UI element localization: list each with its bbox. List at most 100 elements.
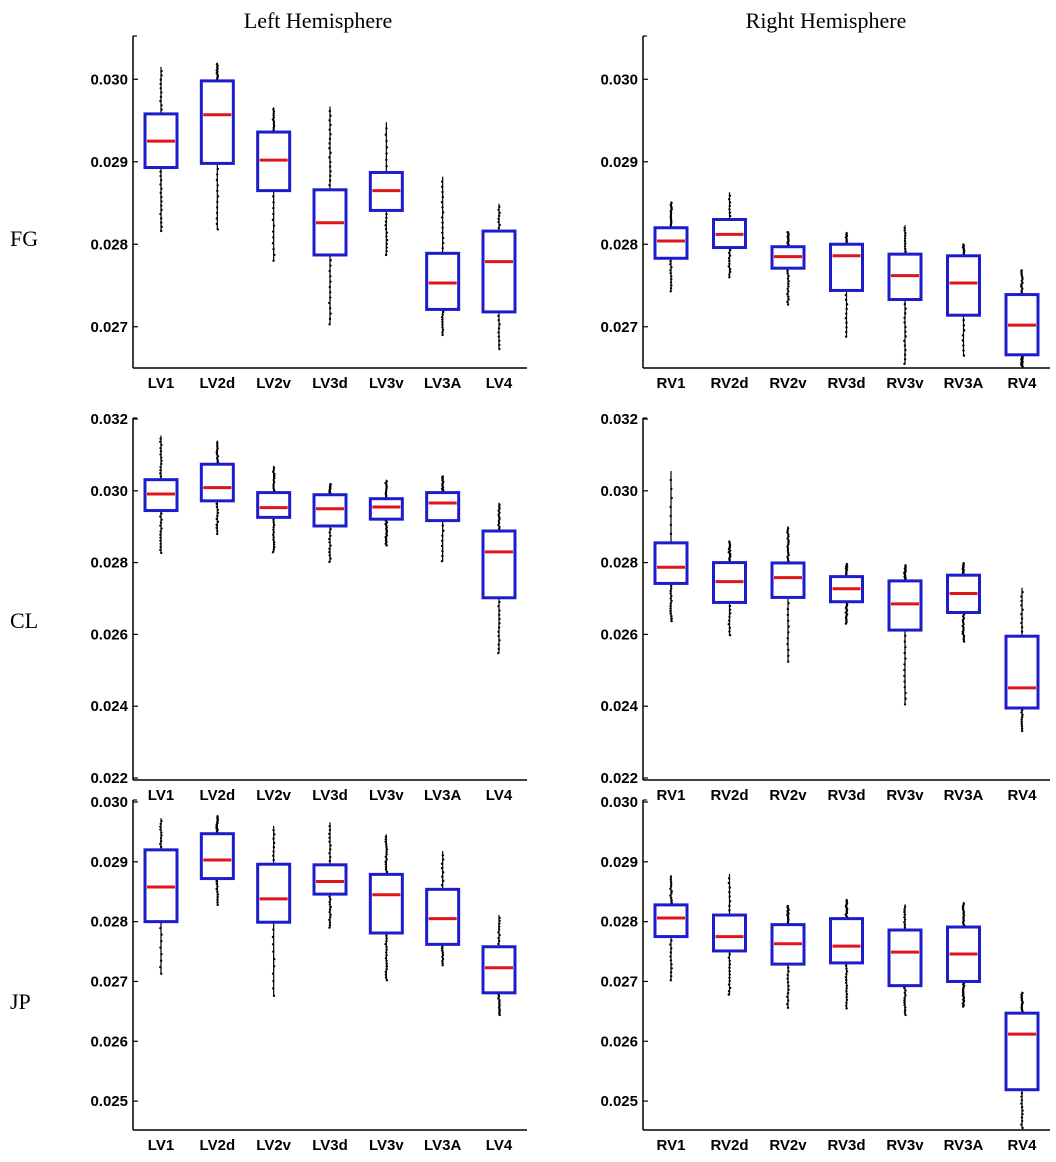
category-label: LV3v xyxy=(369,1137,404,1154)
box-lv3v xyxy=(368,479,404,547)
category-label: LV3v xyxy=(369,787,404,804)
iqr-box xyxy=(829,917,864,965)
y-tick-label: 0.026 xyxy=(90,1033,128,1050)
box-rv3d xyxy=(829,562,864,625)
category-label: LV4 xyxy=(486,375,513,392)
box-lv1 xyxy=(143,818,179,975)
panels-group: 0.027 0.028 0.029 0.030 LV1 LV2d LV2v LV3d LV3v L… xyxy=(90,35,1050,1154)
box-lv3d xyxy=(312,482,348,564)
box-rv3a xyxy=(946,901,981,1008)
y-tick-label: 0.027 xyxy=(600,319,638,336)
category-label: RV3v xyxy=(886,375,924,392)
y-tick-label: 0.026 xyxy=(600,1033,638,1050)
box-rv3v xyxy=(887,904,923,1017)
y-tick-label: 0.030 xyxy=(600,483,638,500)
category-label: LV3v xyxy=(369,375,404,392)
category-label: LV2v xyxy=(256,375,291,392)
category-label: LV3A xyxy=(424,787,461,804)
column-title-left: Left Hemisphere xyxy=(244,8,392,33)
y-tick-label: 0.027 xyxy=(600,973,638,990)
category-label: LV2d xyxy=(200,375,236,392)
box-rv4 xyxy=(1004,991,1040,1130)
category-label: RV3d xyxy=(827,1137,865,1154)
row-label-jp: JP xyxy=(10,989,31,1014)
box-rv2v xyxy=(770,904,806,1009)
category-label: RV2d xyxy=(710,375,748,392)
box-lv2v xyxy=(256,107,292,262)
y-tick-label: 0.027 xyxy=(90,319,128,336)
iqr-box xyxy=(199,79,235,165)
y-tick-label: 0.030 xyxy=(600,794,638,811)
box-lv3a xyxy=(425,176,461,337)
iqr-box xyxy=(256,862,292,924)
y-tick-label: 0.022 xyxy=(90,770,128,787)
iqr-box xyxy=(425,887,461,946)
category-label: LV2d xyxy=(200,1137,236,1154)
y-tick-label: 0.028 xyxy=(90,555,128,572)
box-lv3v xyxy=(368,834,404,982)
iqr-box xyxy=(712,913,747,953)
y-tick-label: 0.030 xyxy=(90,794,128,811)
box-lv3v xyxy=(368,122,404,257)
category-label: LV3d xyxy=(312,1137,348,1154)
iqr-box xyxy=(653,541,689,585)
iqr-box xyxy=(1004,1011,1040,1092)
iqr-box xyxy=(368,872,404,935)
box-lv4 xyxy=(481,203,517,351)
box-rv1 xyxy=(653,471,689,623)
category-label: LV1 xyxy=(148,1137,174,1154)
box-rv1 xyxy=(653,201,689,293)
y-tick-label: 0.029 xyxy=(90,854,128,871)
y-tick-label: 0.022 xyxy=(600,770,638,787)
category-label: RV3A xyxy=(944,375,984,392)
panel-jp-left: 0.025 0.026 0.027 0.028 0.029 0.030 LV1 LV2d LV2… xyxy=(90,794,527,1154)
box-rv3a xyxy=(946,243,981,357)
y-tick-label: 0.030 xyxy=(600,71,638,88)
iqr-box xyxy=(887,579,923,632)
y-tick-label: 0.029 xyxy=(600,154,638,171)
y-tick-label: 0.028 xyxy=(90,236,128,253)
category-label: RV1 xyxy=(657,787,686,804)
y-tick-label: 0.029 xyxy=(90,154,128,171)
box-lv2v xyxy=(256,825,292,998)
panel-fg-left: 0.027 0.028 0.029 0.030 LV1 LV2d LV2v LV3d LV3v L… xyxy=(90,35,527,392)
category-label: RV4 xyxy=(1008,375,1038,392)
box-rv1 xyxy=(653,874,689,982)
iqr-box xyxy=(312,493,348,528)
iqr-box xyxy=(653,903,689,939)
category-label: LV1 xyxy=(148,375,174,392)
y-tick-label: 0.027 xyxy=(90,973,128,990)
box-rv3v xyxy=(887,225,923,366)
category-label: RV3d xyxy=(827,375,865,392)
y-tick-label: 0.030 xyxy=(90,483,128,500)
box-rv3v xyxy=(887,564,923,706)
y-tick-label: 0.025 xyxy=(90,1093,128,1110)
box-lv3a xyxy=(425,475,461,563)
category-label: RV3d xyxy=(827,787,865,804)
category-label: RV2d xyxy=(710,787,748,804)
iqr-box xyxy=(481,229,517,314)
box-lv2d xyxy=(199,62,235,231)
box-rv2d xyxy=(712,540,747,637)
box-rv3d xyxy=(829,898,864,1010)
column-title-right: Right Hemisphere xyxy=(746,8,907,33)
category-label: RV3A xyxy=(944,1137,984,1154)
panel-jp-right: 0.025 0.026 0.027 0.028 0.029 0.030 RV1 RV2d RV2… xyxy=(600,794,1050,1154)
y-tick-label: 0.032 xyxy=(90,411,128,428)
category-label: LV4 xyxy=(486,787,513,804)
y-tick-label: 0.028 xyxy=(90,914,128,931)
y-tick-label: 0.032 xyxy=(600,411,638,428)
iqr-box xyxy=(199,832,235,881)
y-tick-label: 0.024 xyxy=(600,698,638,715)
box-rv4 xyxy=(1004,587,1040,733)
box-lv2d xyxy=(199,440,235,536)
category-label: RV4 xyxy=(1008,787,1038,804)
category-label: RV1 xyxy=(657,375,686,392)
category-label: RV3v xyxy=(886,1137,924,1154)
category-label: LV3d xyxy=(312,787,348,804)
row-label-fg: FG xyxy=(10,226,38,251)
box-lv2v xyxy=(256,465,292,554)
y-tick-label: 0.028 xyxy=(600,914,638,931)
y-tick-label: 0.028 xyxy=(600,555,638,572)
